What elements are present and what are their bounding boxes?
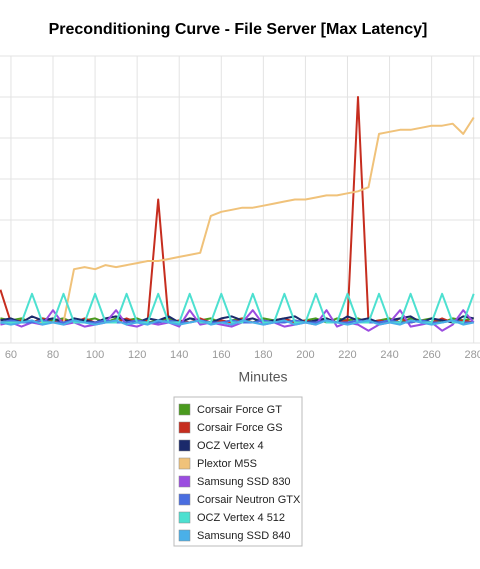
legend-swatch — [178, 511, 191, 524]
x-tick-label: 140 — [170, 349, 188, 361]
x-tick-label: 120 — [128, 349, 146, 361]
legend: Corsair Force GT Corsair Force GS OCZ Vert… — [178, 403, 301, 542]
legend-label: Plextor M5S — [197, 458, 257, 470]
chart-title: Preconditioning Curve - File Server [Max… — [49, 21, 428, 38]
legend-label: OCZ Vertex 4 512 — [197, 512, 285, 524]
legend-label: Samsung SSD 830 — [197, 476, 291, 488]
series-line — [0, 319, 474, 326]
legend-label: Corsair Neutron GTX — [197, 494, 301, 506]
x-tick-label: 180 — [254, 349, 272, 361]
x-tick-label: 260 — [422, 349, 440, 361]
legend-swatch — [178, 475, 191, 488]
legend-box — [173, 396, 303, 547]
x-axis-label: Minutes — [238, 369, 287, 385]
legend-swatch — [178, 457, 191, 470]
x-tick-label: 80 — [47, 349, 59, 361]
x-tick-label: 280 — [465, 349, 480, 361]
legend-label: Corsair Force GT — [197, 404, 282, 416]
series-line — [0, 309, 475, 332]
legend-swatch — [178, 493, 191, 506]
x-tick-label: 100 — [86, 349, 104, 361]
x-tick-label: 220 — [338, 349, 356, 361]
x-tick-label: 200 — [296, 349, 314, 361]
x-tick-label: 160 — [212, 349, 230, 361]
series-line — [0, 315, 474, 324]
legend-label: OCZ Vertex 4 — [197, 440, 264, 452]
legend-label: Corsair Force GS — [197, 422, 283, 434]
series-line — [0, 116, 475, 324]
legend-label: Samsung SSD 840 — [197, 530, 291, 542]
legend-swatch — [178, 439, 191, 452]
grid: 60 80 100 120 140 160 180 200 220 240 260 280 — [0, 55, 480, 361]
legend-swatch — [178, 403, 191, 416]
plot — [0, 96, 475, 332]
legend-swatch — [178, 421, 191, 434]
legend-swatch — [178, 529, 191, 542]
x-tick-label: 240 — [380, 349, 398, 361]
x-tick-label: 60 — [5, 349, 17, 361]
